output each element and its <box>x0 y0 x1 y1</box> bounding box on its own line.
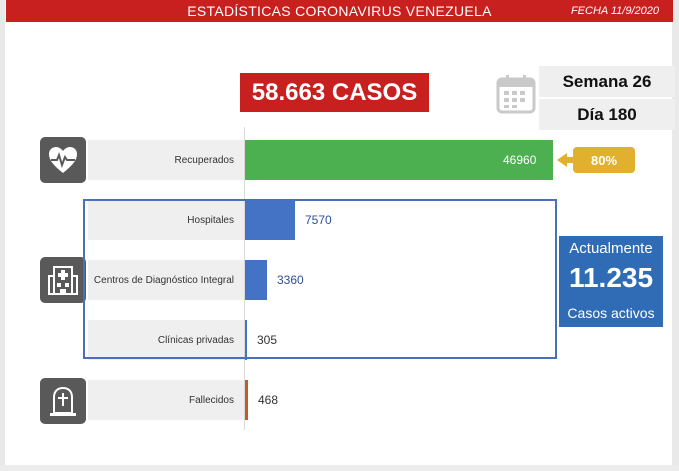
bar-cdi <box>245 260 267 300</box>
value-label-recuperados: 46960 <box>503 153 537 167</box>
active-value: 11.235 <box>568 262 654 293</box>
day-label: Día 180 <box>539 99 675 130</box>
row-label-cdi: Centros de Diagnóstico Integral <box>88 260 244 300</box>
week-label: Semana 26 <box>539 66 675 97</box>
header-title: ESTADÍSTICAS CORONAVIRUS VENEZUELA <box>187 3 492 19</box>
row-label-fallecidos: Fallecidos <box>88 380 244 420</box>
row-label-hospitales: Hospitales <box>88 200 244 240</box>
arrow-left-icon <box>557 153 573 167</box>
tombstone-icon <box>40 378 86 424</box>
header-date: FECHA 11/9/2020 <box>570 5 659 17</box>
total-cases-badge: 58.663 CASOS <box>240 73 429 112</box>
value-label-cdi: 3360 <box>277 273 304 287</box>
bar-hospitales <box>245 200 295 240</box>
recovered-percent-badge: 80% <box>573 147 635 173</box>
hospitalized-group-outline <box>83 199 557 359</box>
bar-recuperados <box>245 140 553 180</box>
heart-pulse-icon <box>40 137 86 183</box>
value-label-hospitales: 7570 <box>305 213 332 227</box>
bar-fallecidos <box>245 380 248 420</box>
active-label: Casos activos <box>567 305 655 321</box>
value-label-clinicas: 305 <box>257 333 278 347</box>
active-cases-box: Actualmente 11.235 Casos activos <box>559 236 663 327</box>
row-label-clinicas: Clínicas privadas <box>88 320 244 360</box>
header-bar: ESTADÍSTICAS CORONAVIRUS VENEZUELA FECHA… <box>6 0 673 22</box>
row-label-recuperados: Recuperados <box>88 140 244 180</box>
hospital-icon <box>40 257 86 303</box>
calendar-icon <box>496 75 536 114</box>
frame-bottom <box>0 465 679 471</box>
frame-right <box>672 0 679 471</box>
frame-left <box>0 0 5 471</box>
axis-divider <box>244 127 245 430</box>
bar-clinicas <box>245 320 247 360</box>
active-title: Actualmente <box>569 240 653 257</box>
value-label-fallecidos: 468 <box>258 393 279 407</box>
